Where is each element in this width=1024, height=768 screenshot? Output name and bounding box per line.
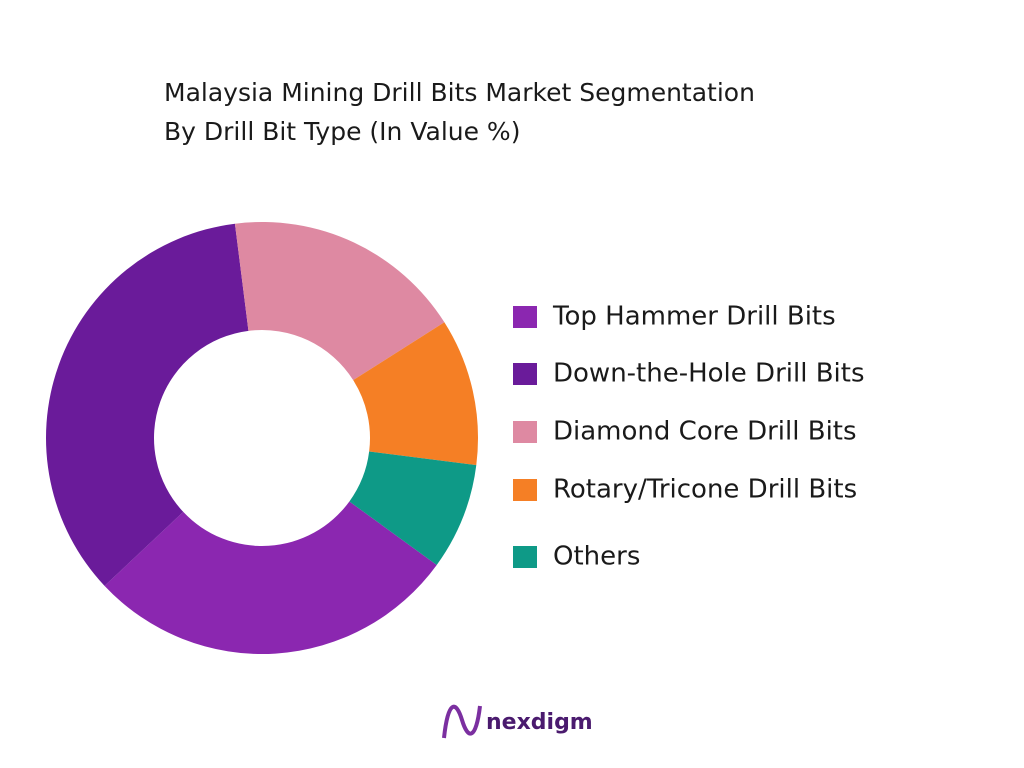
- legend-swatch: [513, 479, 537, 501]
- legend-swatch: [513, 421, 537, 443]
- donut-slice: [353, 322, 478, 466]
- chart-title: Malaysia Mining Drill Bits Market Segmen…: [164, 78, 755, 107]
- brand-logo: nexdigm: [442, 704, 593, 739]
- legend-label: Top Hammer Drill Bits: [552, 302, 836, 332]
- donut-slice: [104, 501, 437, 654]
- legend-swatch: [513, 363, 537, 385]
- legend-label: Down-the-Hole Drill Bits: [553, 359, 865, 389]
- donut-slice: [45, 223, 249, 586]
- legend-label: Rotary/Tricone Drill Bits: [553, 475, 857, 505]
- legend-swatch: [513, 546, 537, 568]
- legend-swatch: [513, 306, 537, 328]
- chart-subtitle: By Drill Bit Type (In Value %): [164, 117, 520, 146]
- legend-label: Others: [553, 542, 640, 572]
- legend-label: Diamond Core Drill Bits: [553, 417, 857, 447]
- brand-name: nexdigm: [486, 710, 593, 735]
- donut-slice: [349, 451, 477, 565]
- donut-slice: [234, 222, 445, 381]
- logo-icon: [442, 704, 482, 739]
